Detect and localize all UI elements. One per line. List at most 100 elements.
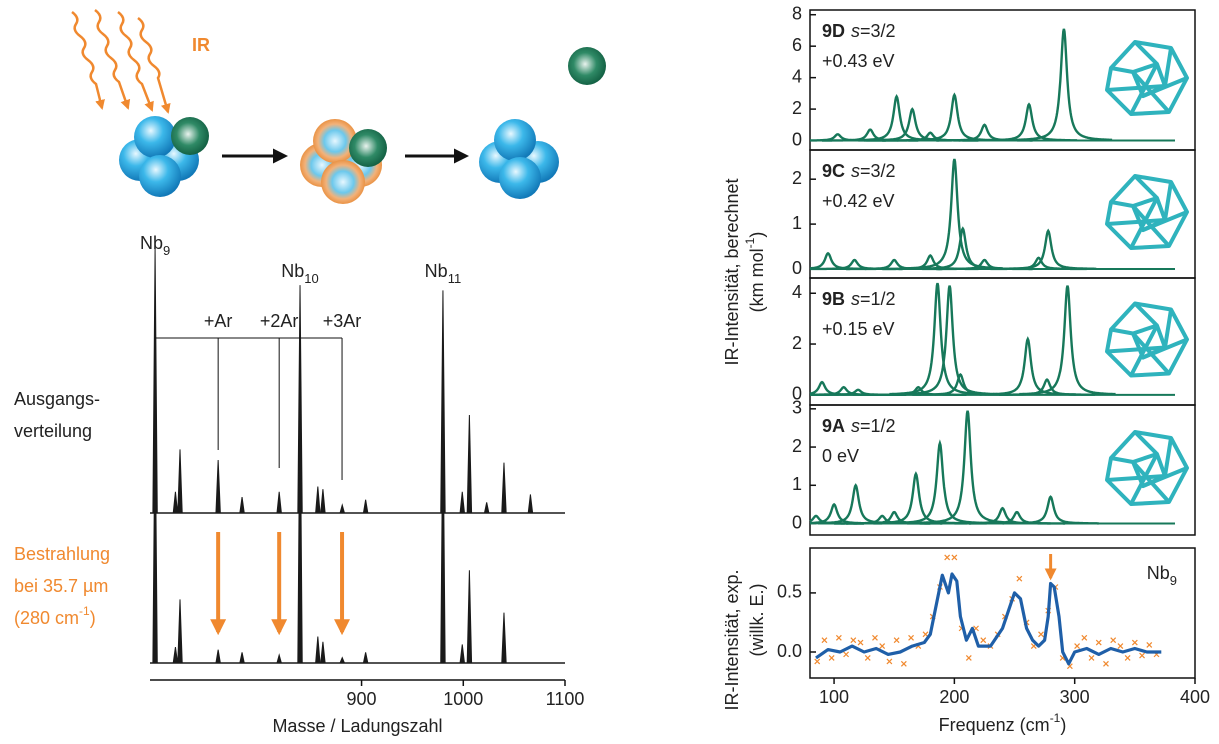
calc-peak [1019, 285, 1116, 396]
icon-edge [1106, 474, 1166, 482]
exp-point [872, 634, 878, 641]
y-tick-label: 4 [792, 66, 802, 86]
y-tick-label: 0 [792, 512, 802, 532]
y-tick-label: 2 [792, 168, 802, 188]
structure-icon [1105, 40, 1189, 116]
icon-edge [1163, 181, 1173, 221]
adduct-label: +3Ar [323, 311, 362, 331]
isomer-id: 9B [822, 289, 845, 309]
y-tick-label: 0 [792, 129, 802, 149]
peak-label: Nb9 [140, 233, 170, 258]
exp-point [1074, 643, 1081, 650]
y-axis-unit: (willk. E.) [747, 584, 767, 657]
exp-point [1131, 639, 1138, 646]
peak-label-sub: 11 [448, 271, 462, 286]
y-tick-label: 0 [792, 384, 802, 404]
icon-edge [1133, 174, 1159, 200]
peak [215, 649, 221, 664]
exp-point [1124, 654, 1131, 661]
peak [172, 491, 179, 514]
exp-point [843, 651, 850, 658]
isomer-label: 9B s=1/2 [822, 289, 896, 309]
y-tick-label: 0 [792, 258, 802, 278]
icon-outline [1105, 430, 1189, 506]
spin-symbol: s [851, 289, 860, 309]
icon-edge [1110, 66, 1134, 74]
peak [362, 652, 369, 664]
x-tick-label: 300 [1060, 687, 1090, 707]
x-axis-label-end: ) [1060, 715, 1066, 735]
series-label: verteilung [14, 421, 92, 441]
exp-point [1038, 631, 1044, 638]
calc-peak [1000, 228, 1097, 270]
peak [152, 411, 158, 664]
peak-label: Nb10 [281, 261, 318, 286]
exp-point [908, 634, 914, 641]
x-tick-label: 1000 [443, 689, 483, 709]
ir-label: IR [192, 35, 210, 55]
peak-label-sub: 10 [304, 271, 318, 286]
spin-value: =3/2 [860, 161, 896, 181]
exp-point [1016, 575, 1023, 582]
peak-label-base: Nb [425, 261, 448, 281]
x-tick-label: 900 [347, 689, 377, 709]
isomer-label: 9C s=3/2 [822, 161, 896, 181]
panel-label: Nb9 [1147, 563, 1177, 588]
peak [362, 499, 369, 514]
energy-label: +0.42 eV [822, 191, 895, 211]
exp-point [1081, 634, 1088, 641]
isomer-id: 9D [822, 21, 845, 41]
y-tick-label: 2 [792, 333, 802, 353]
spin-symbol: s [851, 21, 860, 41]
y-axis-unit-sup: -1 [743, 237, 757, 248]
x-tick-label: 100 [819, 687, 849, 707]
series-label-text: (280 cm [14, 608, 79, 628]
exp-point [828, 654, 835, 661]
x-axis-label-sup: -1 [1050, 711, 1061, 725]
adduct-label: +2Ar [260, 311, 299, 331]
spin-symbol: s [851, 416, 860, 436]
icon-edge [1131, 332, 1171, 375]
y-axis-label: IR-Intensität, exp. [722, 569, 742, 710]
peak-label-base: Nb [140, 233, 163, 253]
peak [483, 502, 490, 514]
peak [239, 497, 245, 514]
peak [320, 489, 326, 514]
icon-edge [1110, 456, 1134, 464]
peak [501, 612, 507, 664]
y-tick-label: 8 [792, 3, 802, 23]
y-tick-label: 6 [792, 35, 802, 55]
peak [459, 491, 466, 514]
exp-point [1110, 637, 1117, 644]
calc-peak [919, 410, 1016, 524]
peak [501, 462, 507, 514]
y-tick-label: 3 [792, 398, 802, 418]
exp-point [1139, 652, 1145, 659]
peak [466, 570, 473, 664]
exp-point [835, 634, 842, 641]
icon-edge [1133, 430, 1159, 456]
spin-value: =1/2 [860, 416, 896, 436]
calc-peak [1002, 495, 1099, 525]
peak [440, 411, 446, 664]
y-tick-label: 2 [792, 98, 802, 118]
exp-point [893, 637, 900, 644]
y-axis-unit-end: ) [747, 232, 767, 238]
exp-point [814, 658, 821, 665]
isomer-label: 9D s=3/2 [822, 21, 896, 41]
panel-frame [809, 404, 1196, 536]
icon-edge [1106, 84, 1166, 92]
peak [315, 636, 321, 664]
icon-edge [1110, 200, 1134, 208]
peak [339, 503, 346, 514]
panel-label-sub: 9 [1170, 573, 1177, 588]
y-axis-unit: (km mol-1) [743, 232, 767, 313]
y-tick-label: 2 [792, 436, 802, 456]
calc-peak [901, 285, 998, 396]
x-axis-label-text: Frequenz (cm [939, 715, 1050, 735]
series-label-end: ) [90, 608, 96, 628]
icon-edge [1131, 460, 1171, 504]
peak [320, 641, 326, 664]
peak-label: Nb11 [425, 261, 462, 286]
